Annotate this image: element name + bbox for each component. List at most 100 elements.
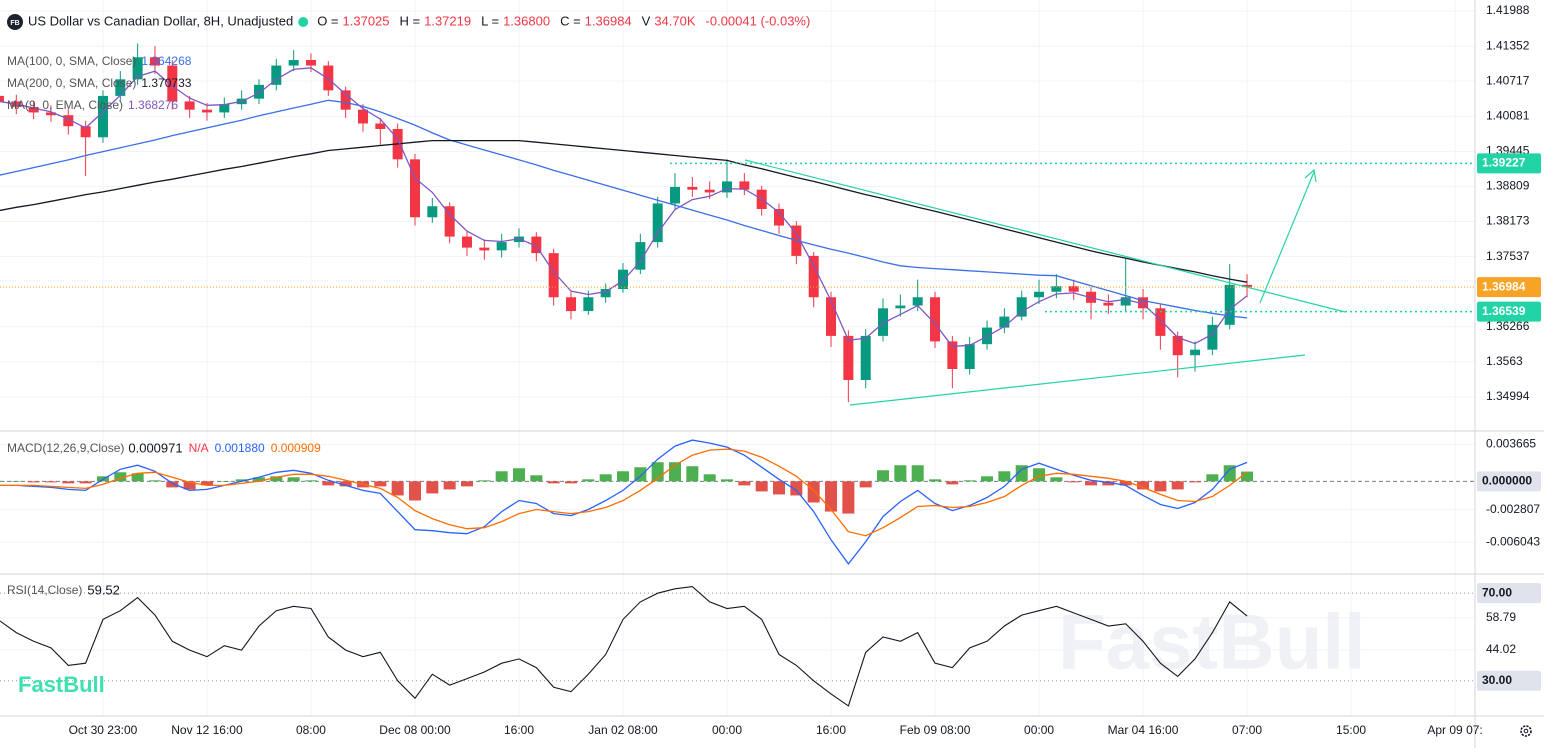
x-tick-label: 16:00 [816, 723, 846, 737]
histogram-bar [148, 480, 161, 482]
change: -0.00041 (-0.03%) [706, 13, 811, 28]
candle-body [618, 269, 629, 289]
candle-body [843, 335, 854, 381]
histogram-bar [721, 479, 734, 482]
x-tick-label: 07:00 [1232, 723, 1262, 737]
stat-value: 1.36984 [585, 13, 632, 28]
candle-body [45, 112, 56, 116]
overlay-text: Oct 30 23:00 Nov 12 16:00 08:00 Dec 08 00:0… [7, 3, 1541, 737]
price-marker-box [1477, 301, 1541, 322]
candle-body [461, 236, 472, 248]
candle-body [253, 84, 264, 99]
histogram-bar [807, 481, 820, 503]
settings-button[interactable] [1520, 725, 1532, 737]
candle-body [219, 104, 230, 113]
y-tick-label: 1.34994 [1486, 389, 1530, 403]
histogram-bar [252, 477, 265, 482]
legend-value: 0.001880 [215, 441, 265, 455]
histogram-bar [1050, 477, 1063, 482]
histogram-bar [634, 467, 647, 482]
candle-body [115, 79, 126, 96]
stat-label: H = [400, 13, 421, 28]
histogram-bar [426, 481, 439, 494]
histogram-bar [1085, 481, 1098, 486]
indicator-line [0, 439, 1248, 565]
legend-value: 0.000971 [128, 440, 182, 455]
y-tick-label: 58.79 [1486, 610, 1516, 624]
y-tick-label: 1.3563 [1486, 354, 1523, 368]
candle-body [1207, 324, 1218, 350]
candle-body [28, 106, 39, 113]
candle-body [1051, 286, 1062, 292]
candle-body [1068, 286, 1079, 292]
stat-label: O = [317, 13, 338, 28]
stat-value: 1.37219 [424, 13, 471, 28]
histogram-bar [235, 479, 248, 482]
histogram-bar [547, 481, 560, 484]
candle-body [1138, 297, 1149, 309]
histogram-bar [512, 468, 525, 482]
histogram-bar [10, 481, 23, 482]
candle-body [860, 335, 871, 381]
histogram-bar [339, 481, 352, 487]
histogram-bar [946, 481, 959, 485]
histogram-bar [790, 481, 803, 496]
histogram-bar [200, 481, 213, 486]
histogram-bar [304, 480, 317, 482]
histogram-bar [894, 465, 907, 482]
candle-body [774, 208, 785, 226]
legend-name: MA(200, 0, SMA, Close) [7, 76, 136, 90]
histogram-bar [929, 479, 942, 482]
histogram-bar [391, 481, 404, 496]
x-tick-label: Nov 12 16:00 [171, 723, 243, 737]
trend-line [849, 354, 1306, 406]
price-marker-label: 1.39227 [1482, 156, 1526, 170]
histogram-bar [322, 481, 335, 486]
histogram-bar [62, 481, 75, 484]
legend-na: N/A [189, 441, 209, 455]
last-price-box [1477, 277, 1541, 298]
candle-body [496, 242, 507, 251]
candle-body [878, 308, 889, 336]
x-tick-label: 16:00 [504, 723, 534, 737]
stat-label: C = [560, 13, 581, 28]
histogram-bar [218, 481, 231, 482]
moving-average-line [0, 99, 1248, 319]
legend-name: MA(9, 0, EMA, Close) [7, 98, 123, 112]
histogram-bar [1119, 481, 1132, 486]
y-tick-label: 44.02 [1486, 642, 1516, 656]
histogram-bar [859, 481, 872, 488]
y-tick-label: 1.38173 [1486, 214, 1530, 228]
candle-body [1103, 302, 1114, 306]
candle-body [288, 60, 299, 66]
histogram-bar [114, 472, 127, 482]
candle-body [930, 297, 941, 342]
histogram-bar [963, 480, 976, 482]
histogram-bar [408, 481, 421, 501]
logo-text: FB [10, 20, 19, 27]
histogram-bar [1015, 465, 1028, 482]
zero-marker-box [1477, 471, 1541, 492]
histogram-bar [1189, 481, 1202, 483]
histogram-bar [1033, 468, 1046, 482]
candle-body [167, 65, 178, 102]
gear-icon[interactable] [1520, 725, 1532, 737]
stat-label: V [642, 13, 651, 28]
histogram-bar [842, 481, 855, 514]
histogram-bar [1206, 474, 1219, 482]
candle-body [1190, 349, 1201, 356]
legend-value: 1.368276 [128, 98, 178, 112]
arrow-line [1259, 171, 1315, 304]
grid [0, 0, 1475, 716]
candle-body [583, 297, 594, 312]
histogram-bar [183, 481, 196, 490]
candle-body [357, 109, 368, 124]
histogram-bar [1067, 481, 1080, 483]
candle-body [184, 101, 195, 110]
x-tick-label: Jan 02 08:00 [588, 723, 658, 737]
histogram-bar [1241, 471, 1254, 482]
legend-value: 1.370733 [141, 76, 191, 90]
y-tick-label: 1.41352 [1486, 38, 1530, 52]
y-tick-label: 1.36266 [1486, 319, 1530, 333]
y-tick-label: 1.41988 [1486, 3, 1530, 17]
